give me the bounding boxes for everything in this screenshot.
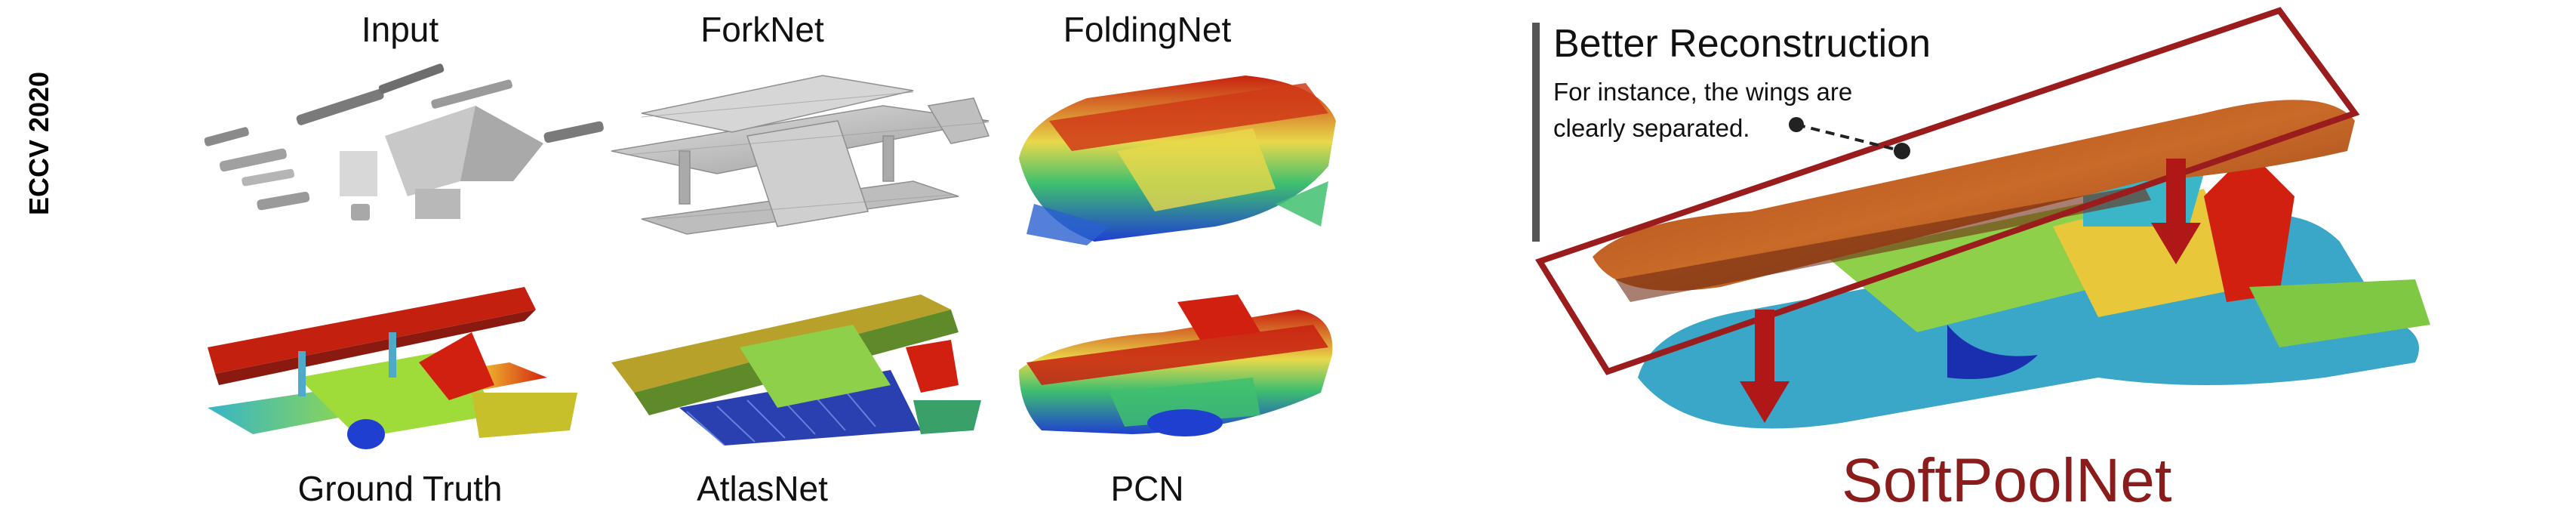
method-name-softpoolnet: SoftPoolNet	[1842, 446, 2172, 515]
panel-foldingnet	[1004, 53, 1351, 249]
venue-tag-text: ECCV 2020	[23, 71, 54, 216]
label-input: Input	[361, 10, 439, 49]
label-ground-truth: Ground Truth	[297, 469, 503, 508]
callout-text-line2: clearly separated.	[1553, 114, 1750, 142]
highlight-box	[1534, 7, 2360, 375]
arrow-down-right-icon	[2151, 159, 2201, 264]
forknet-voxel-cloud	[611, 75, 990, 235]
label-pcn: PCN	[1110, 469, 1184, 508]
venue-tag: ECCV 2020	[0, 0, 75, 518]
label-forknet: ForkNet	[700, 10, 824, 49]
panel-forknet	[596, 60, 1004, 242]
label-foldingnet: FoldingNet	[1063, 10, 1232, 49]
leader-start-dot	[1789, 117, 1804, 132]
panel-pcn	[1011, 287, 1343, 453]
panel-atlasnet	[604, 279, 996, 453]
callout-leader	[1796, 123, 1903, 153]
panel-ground-truth	[192, 279, 585, 461]
label-atlasnet: AtlasNet	[697, 469, 828, 508]
callout-text-line1: For instance, the wings are	[1553, 78, 1853, 106]
softpoolnet-point-cloud	[1534, 7, 2430, 429]
callout-title: Better Reconstruction	[1553, 22, 1931, 66]
ground-truth-point-cloud	[208, 287, 577, 449]
leader-end-dot	[1894, 143, 1910, 159]
foldingnet-point-cloud	[1019, 76, 1336, 245]
pcn-point-cloud	[1019, 294, 1333, 436]
panel-input	[189, 60, 611, 234]
input-point-cloud	[204, 63, 604, 220]
arrow-down-left-icon	[1740, 310, 1790, 423]
atlasnet-point-cloud	[611, 294, 981, 446]
callout-bar	[1532, 23, 1540, 242]
panel-softpoolnet	[1525, 0, 2445, 446]
